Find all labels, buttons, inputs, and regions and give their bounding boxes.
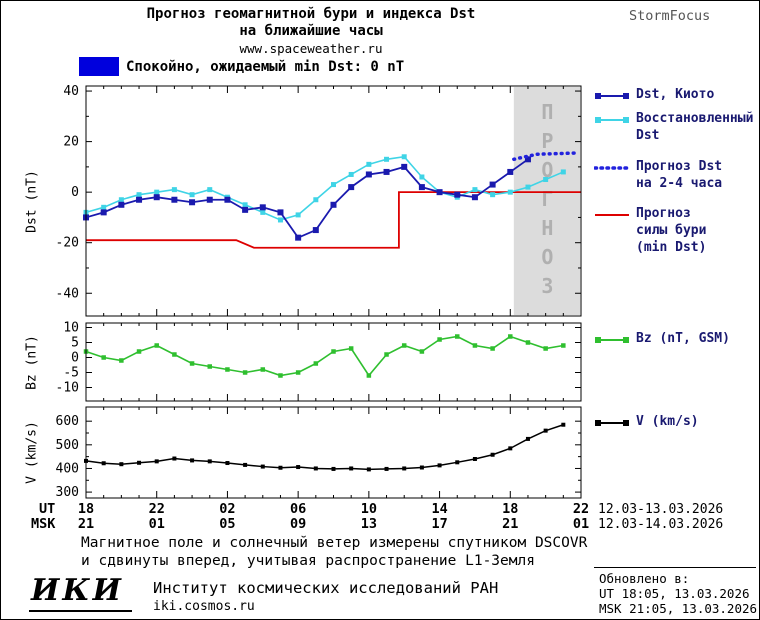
bz-axis-label: Bz (nT)	[24, 335, 40, 390]
legend-restored: Восстановленный Dst	[594, 111, 759, 145]
updated-label: Обновлено в:	[599, 571, 690, 586]
series-bz	[83, 334, 566, 378]
measurement-note-line2: и сдвинуты вперед, учитывая распростране…	[81, 553, 535, 569]
svg-text:10: 10	[63, 321, 79, 336]
stormfocus-brand: StormFocus	[629, 8, 711, 24]
svg-text:09: 09	[290, 516, 306, 532]
svg-text:З: З	[541, 274, 553, 298]
updated-ut: UT 18:05, 13.03.2026	[599, 586, 750, 601]
svg-text:Г: Г	[541, 187, 553, 211]
legend-label-forecast: Прогноз Dst на 2-4 часа	[636, 159, 723, 191]
legend-sample-storm	[595, 214, 629, 216]
legend-v: V (km/s)	[594, 414, 759, 431]
series-dst-forecast	[512, 151, 580, 162]
svg-text:14: 14	[431, 501, 447, 517]
legend-sample-forecast	[594, 166, 630, 170]
chart-header: Прогноз геомагнитной бури и индекса Dst …	[86, 6, 536, 56]
updated-separator	[594, 567, 756, 568]
svg-text:-5: -5	[63, 366, 79, 381]
svg-text:500: 500	[56, 438, 79, 453]
svg-text:02: 02	[219, 501, 235, 517]
x-axis-labels: UTMSK1821220102050609101314171821220112.…	[31, 501, 723, 532]
legend-label-v: V (km/s)	[636, 414, 699, 429]
svg-text:13: 13	[361, 516, 377, 532]
svg-text:01: 01	[149, 516, 165, 532]
legend-kyoto: Dst, Киото	[594, 87, 759, 104]
page-title-line2: на ближайшие часы	[239, 23, 383, 39]
svg-text:300: 300	[56, 485, 79, 500]
svg-text:-10: -10	[56, 381, 79, 396]
institute-name: Институт космических исследований РАН	[153, 579, 499, 597]
svg-text:18: 18	[78, 501, 94, 517]
legend-forecast: Прогноз Dst на 2-4 часа	[594, 159, 759, 193]
svg-text:05: 05	[219, 516, 235, 532]
legend-label-bz: Bz (nT, GSM)	[636, 331, 730, 346]
legend-label-kyoto: Dst, Киото	[636, 87, 715, 102]
svg-text:5: 5	[71, 336, 79, 351]
svg-text:UT: UT	[39, 501, 55, 517]
svg-text:21: 21	[78, 516, 94, 532]
series-kyoto	[83, 156, 531, 241]
legend-sample-v	[595, 420, 629, 426]
legend-label-storm: Прогноз силы бури (min Dst)	[636, 206, 707, 255]
svg-text:18: 18	[502, 501, 518, 517]
measurement-note-line1: Магнитное поле и солнечный ветер измерен…	[81, 535, 588, 551]
storm-status-row: Спокойно, ожидаемый min Dst: 0 nT	[79, 57, 404, 76]
svg-text:0: 0	[71, 185, 79, 200]
quiet-status-color-box	[79, 57, 119, 76]
legend-sample-restored	[595, 117, 629, 123]
svg-text:12.03-13.03.2026: 12.03-13.03.2026	[598, 502, 723, 517]
series-storm-forecast	[86, 191, 581, 249]
svg-text:MSK: MSK	[31, 516, 56, 532]
svg-text:40: 40	[63, 84, 79, 99]
legend-sample-kyoto	[595, 93, 629, 99]
dst-axis-label: Dst (nT)	[24, 170, 40, 233]
legend-storm: Прогноз силы бури (min Dst)	[594, 206, 759, 257]
legend-sample-bz	[595, 337, 629, 343]
svg-text:О: О	[541, 245, 553, 269]
series-restored	[83, 154, 566, 223]
legend-bz: Bz (nT, GSM)	[594, 331, 759, 348]
svg-text:-20: -20	[56, 236, 79, 251]
v-axis-label: V (km/s)	[24, 421, 40, 484]
svg-text:Р: Р	[541, 129, 553, 153]
svg-text:Н: Н	[541, 216, 553, 240]
updated-msk: MSK 21:05, 13.03.2026	[599, 601, 758, 616]
svg-text:0: 0	[71, 351, 79, 366]
spaceweather-url[interactable]: www.spaceweather.ru	[239, 41, 383, 56]
svg-text:600: 600	[56, 414, 79, 429]
svg-text:17: 17	[431, 516, 447, 532]
svg-text:21: 21	[502, 516, 518, 532]
iki-logo: ИКИ	[29, 573, 132, 612]
v-panel: 600 500 400 300	[56, 406, 582, 500]
svg-text:06: 06	[290, 501, 306, 517]
quiet-status-text: Спокойно, ожидаемый min Dst: 0 nT	[126, 58, 405, 75]
svg-text:22: 22	[573, 501, 589, 517]
legend-label-restored: Восстановленный Dst	[636, 111, 754, 143]
svg-text:О: О	[541, 158, 553, 182]
svg-text:10: 10	[361, 501, 377, 517]
iki-url[interactable]: iki.cosmos.ru	[153, 599, 255, 614]
svg-text:22: 22	[149, 501, 165, 517]
svg-text:01: 01	[573, 516, 589, 532]
svg-text:400: 400	[56, 461, 79, 476]
series-v	[84, 422, 566, 472]
svg-text:12.03-14.03.2026: 12.03-14.03.2026	[598, 517, 723, 532]
svg-text:20: 20	[63, 135, 79, 150]
svg-text:П: П	[541, 100, 553, 124]
page-title-line1: Прогноз геомагнитной бури и индекса Dst	[146, 6, 476, 22]
forecast-region	[513, 87, 580, 315]
svg-text:-40: -40	[56, 286, 79, 301]
